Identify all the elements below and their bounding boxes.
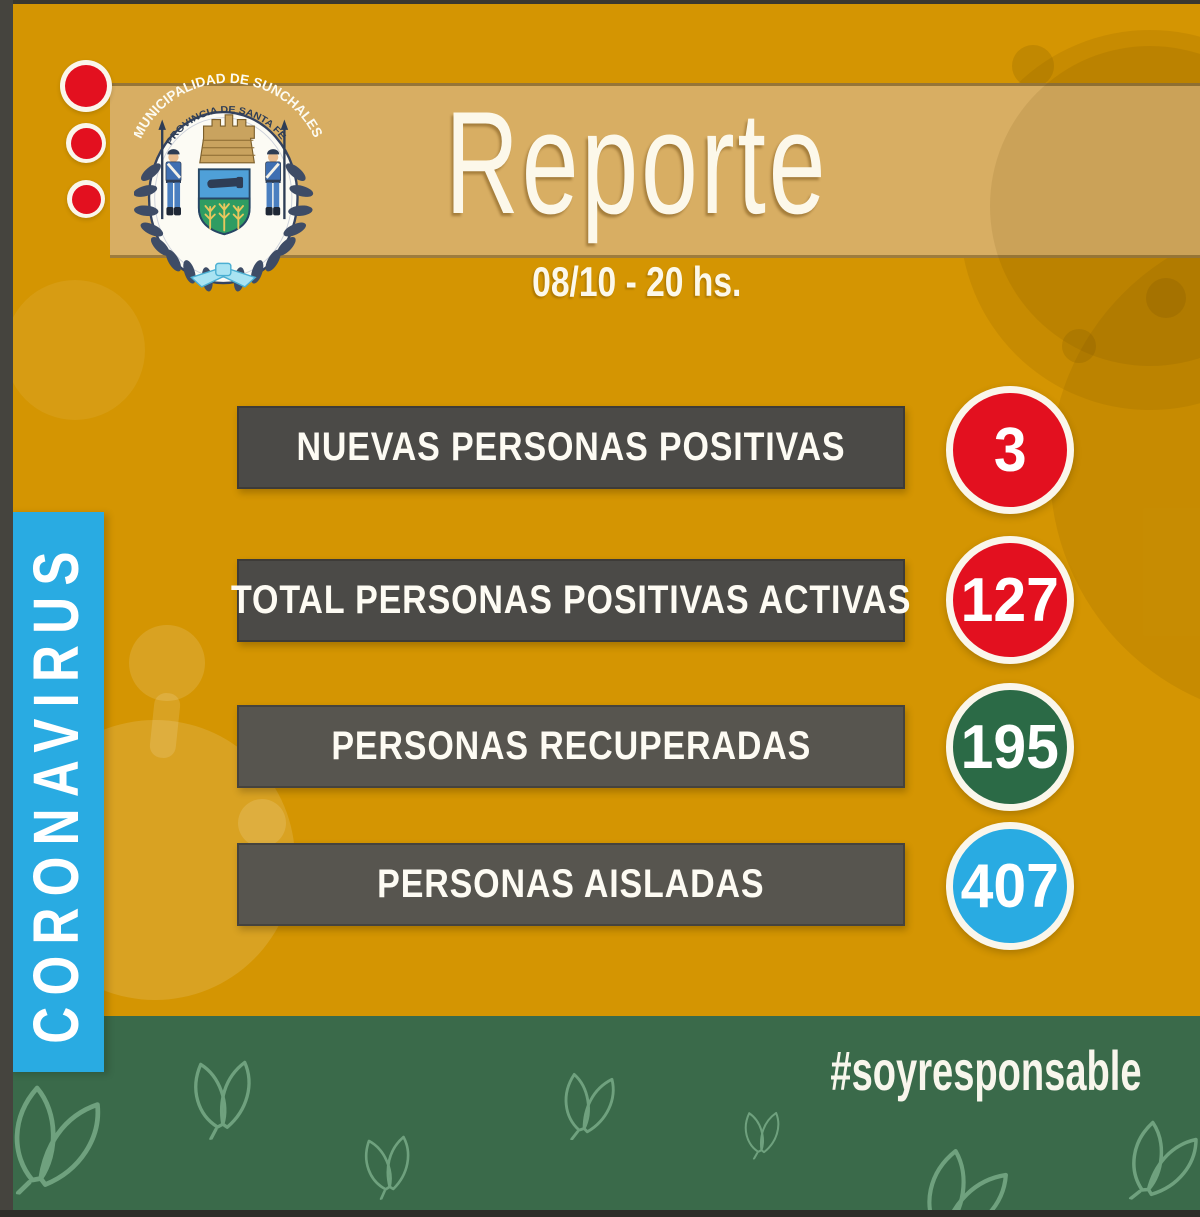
- leaf-icon: [0, 1055, 132, 1207]
- coronavirus-label: CORONAVIRUS: [20, 540, 92, 1044]
- virus-decoration: [5, 280, 145, 420]
- report-title: Reporte: [445, 81, 829, 244]
- ribbon-icon: [189, 262, 257, 288]
- leaf-icon: [342, 1114, 433, 1205]
- corn-stalks-icon: [204, 203, 244, 232]
- stat-value-badge: 127: [946, 536, 1074, 664]
- stat-label: PERSONAS RECUPERADAS: [331, 724, 811, 768]
- footer-band: #soyresponsable: [0, 1016, 1200, 1217]
- soldier-icon: [158, 119, 182, 220]
- coronavirus-ribbon: CORONAVIRUS: [8, 512, 104, 1072]
- leaf-icon: [167, 1034, 277, 1144]
- virus-decoration: [148, 691, 182, 760]
- stat-value: 127: [960, 565, 1060, 635]
- shield-icon: [197, 168, 251, 236]
- stat-value-badge: 195: [946, 683, 1074, 811]
- virus-decoration: [990, 46, 1200, 366]
- stat-bar: PERSONAS AISLADAS: [237, 843, 905, 926]
- leaf-icon: [1102, 1095, 1200, 1216]
- stat-value: 3: [993, 415, 1027, 485]
- leaf-icon: [548, 1058, 630, 1140]
- frame-edge-bottom: [0, 1210, 1200, 1217]
- virus-decoration: [238, 799, 286, 847]
- red-dot-medium: [66, 123, 106, 163]
- frame-edge-top: [0, 0, 1200, 4]
- stat-value-badge: 3: [946, 386, 1074, 514]
- stat-value: 195: [960, 712, 1060, 782]
- stat-bar: NUEVAS PERSONAS POSITIVAS: [237, 406, 905, 489]
- cannon-icon: [207, 176, 244, 189]
- stat-value: 407: [960, 851, 1060, 921]
- castle-icon: [199, 114, 256, 164]
- stat-value-badge: 407: [946, 822, 1074, 950]
- leaf-icon: [889, 1116, 1040, 1217]
- stat-label: PERSONAS AISLADAS: [377, 862, 765, 906]
- red-dot-large: [60, 60, 112, 112]
- stat-bar: PERSONAS RECUPERADAS: [237, 705, 905, 788]
- red-dot-small: [67, 180, 105, 218]
- municipal-crest: MUNICIPALIDAD DE SUNCHALES PROVINCIA DE …: [134, 71, 322, 292]
- report-date: 08/10 - 20 hs.: [532, 258, 742, 305]
- stat-bar: TOTAL PERSONAS POSITIVAS ACTIVAS: [231, 559, 910, 642]
- virus-decoration: [129, 625, 205, 701]
- frame-edge-left: [0, 0, 13, 1217]
- virus-decoration: [1012, 45, 1054, 87]
- stat-label: NUEVAS PERSONAS POSITIVAS: [296, 425, 846, 469]
- stat-label: TOTAL PERSONAS POSITIVAS ACTIVAS: [230, 578, 912, 622]
- hashtag-text: #soyresponsable: [830, 1039, 1142, 1102]
- leaf-icon: [729, 1096, 795, 1162]
